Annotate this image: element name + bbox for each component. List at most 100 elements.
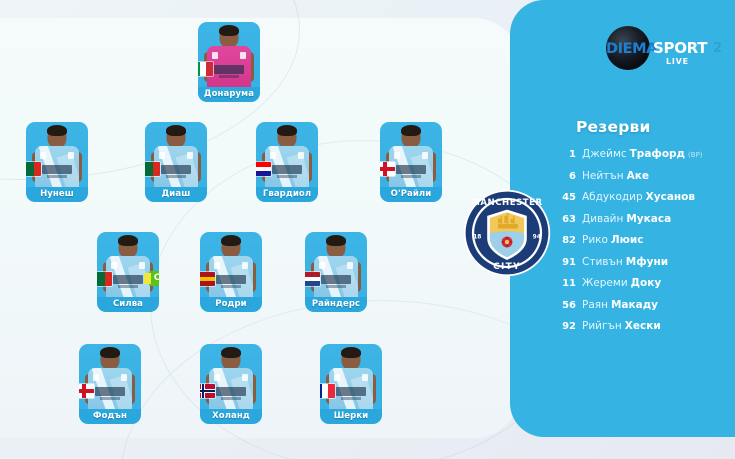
- shirt-badge-left: [394, 152, 400, 159]
- diema-sport-logo: DIEMA SPORT 2 LIVE: [596, 24, 726, 72]
- shirt-badge-left: [93, 374, 99, 381]
- substitute-first-name: Жереми: [582, 277, 628, 289]
- shirt-sponsor-sub: [221, 285, 241, 288]
- substitute-row[interactable]: 63 Дивайн Мукаса: [556, 213, 735, 235]
- shirt-badge-right: [242, 262, 248, 269]
- shirt-sponsor: [272, 165, 302, 174]
- shirt-sponsor: [321, 275, 351, 284]
- hair-icon: [219, 25, 239, 36]
- logo-live-text: LIVE: [666, 57, 689, 66]
- shirt-sponsor-sub: [326, 285, 346, 288]
- shirt-badge-right: [242, 374, 248, 381]
- substitute-last-name: Мукаса: [626, 212, 672, 225]
- logo-channel-number: 2: [713, 41, 722, 56]
- shirt-sponsor: [161, 165, 191, 174]
- substitute-number: 91: [562, 256, 576, 268]
- player-card[interactable]: Родри: [200, 232, 262, 312]
- shirt-sponsor: [336, 387, 366, 396]
- shirt-sponsor-sub: [100, 397, 120, 400]
- flag-portugal: [26, 162, 41, 176]
- flag-croatia: [256, 162, 271, 176]
- substitute-last-name: Доку: [630, 277, 662, 289]
- substitute-number: 82: [562, 235, 576, 246]
- substitute-first-name: Рийгън: [582, 320, 622, 332]
- shirt-sponsor: [396, 165, 426, 174]
- shirt-badge-left: [40, 152, 46, 159]
- shirt-badge-right: [187, 152, 193, 159]
- shirt-badge-left: [111, 262, 117, 269]
- shirt-badge-right: [139, 262, 145, 269]
- player-name-label: Райндерс: [305, 297, 367, 312]
- shirt-sponsor: [216, 387, 246, 396]
- substitute-row[interactable]: 6 Нейтън Аке: [556, 170, 735, 192]
- substitute-number: 56: [562, 299, 576, 311]
- player-name-label: Гвардиол: [256, 187, 318, 202]
- player-card[interactable]: C Силва: [97, 232, 159, 312]
- substitute-first-name: Абдукодир: [582, 191, 643, 203]
- shirt-sponsor-sub: [221, 397, 241, 400]
- substitute-first-name: Нейтън: [582, 169, 624, 182]
- substitute-row[interactable]: 91 Стивън Мфуни: [556, 256, 735, 278]
- shirt-badge-left: [212, 52, 218, 59]
- substitute-number: 1: [569, 149, 576, 160]
- substitute-last-name: Люис: [610, 234, 644, 246]
- player-card[interactable]: Райндерс: [305, 232, 367, 312]
- player-card[interactable]: Гвардиол: [256, 122, 318, 202]
- substitute-row[interactable]: 11 Жереми Доку: [556, 277, 735, 299]
- logo-sport-text: SPORT: [653, 39, 708, 57]
- substitute-first-name: Джеймс: [582, 148, 627, 160]
- hair-icon: [221, 347, 241, 358]
- substitute-last-name: Трафорд: [629, 148, 686, 160]
- substitute-row[interactable]: 1 Джеймс Трафорд (ВР): [556, 148, 735, 170]
- substitute-number: 63: [562, 213, 576, 225]
- manchester-city-crest: MANCHESTER CITY 18 94: [462, 188, 552, 278]
- hair-icon: [100, 347, 120, 358]
- player-name-label: Фодън: [79, 409, 141, 424]
- crest-year-left: 18: [473, 234, 481, 240]
- substitute-first-name: Рико: [582, 234, 608, 246]
- substitute-last-name: Макаду: [610, 298, 659, 311]
- substitute-row[interactable]: 92 Рийгън Хески: [556, 320, 735, 342]
- hair-icon: [326, 235, 346, 246]
- player-card[interactable]: Нунеш: [26, 122, 88, 202]
- shirt-badge-right: [347, 262, 353, 269]
- player-card[interactable]: Шерки: [320, 344, 382, 424]
- substitute-row[interactable]: 56 Раян Макаду: [556, 299, 735, 321]
- player-name-label: Силва: [97, 297, 159, 312]
- substitute-last-name: Аке: [626, 169, 649, 182]
- substitute-number: 45: [562, 192, 576, 203]
- flag-portugal: [97, 272, 112, 286]
- player-portrait: [145, 122, 207, 200]
- player-card[interactable]: Фодън: [79, 344, 141, 424]
- substitute-row[interactable]: 45 Абдукодир Хусанов: [556, 191, 735, 213]
- player-name-label: Донарума: [198, 87, 260, 102]
- flag-england: [79, 384, 94, 398]
- flag-france: [320, 384, 335, 398]
- player-card[interactable]: Холанд: [200, 344, 262, 424]
- shirt-sponsor: [216, 275, 246, 284]
- substitutes-title: Резерви: [576, 118, 651, 136]
- player-card[interactable]: Диаш: [145, 122, 207, 202]
- flag-netherlands: [305, 272, 320, 286]
- shirt-sponsor-sub: [118, 285, 138, 288]
- flag-norway: [200, 384, 215, 398]
- hair-icon: [341, 347, 361, 358]
- substitute-first-name: Раян: [582, 298, 608, 311]
- player-card[interactable]: О'Райли: [380, 122, 442, 202]
- hair-icon: [118, 235, 138, 246]
- player-name-label: Родри: [200, 297, 262, 312]
- player-name-label: Диаш: [145, 187, 207, 202]
- shirt-badge-right: [298, 152, 304, 159]
- substitute-first-name: Дивайн: [582, 212, 624, 225]
- substitute-row[interactable]: 82 Рико Люис: [556, 234, 735, 256]
- substitutes-list: 1 Джеймс Трафорд (ВР) 6 Нейтън Аке 45 Абдукодир Х…: [556, 148, 735, 342]
- shirt-sponsor-sub: [277, 175, 297, 178]
- substitutes-panel: DIEMA SPORT 2 LIVE Резерви 1 Джеймс Трафор…: [510, 0, 735, 437]
- player-card[interactable]: Донарума: [198, 22, 260, 102]
- substitute-last-name: Мфуни: [625, 255, 669, 268]
- shirt-badge-left: [214, 374, 220, 381]
- substitute-number: 6: [569, 170, 576, 182]
- shirt-sponsor-sub: [47, 175, 67, 178]
- shirt-badge-right: [121, 374, 127, 381]
